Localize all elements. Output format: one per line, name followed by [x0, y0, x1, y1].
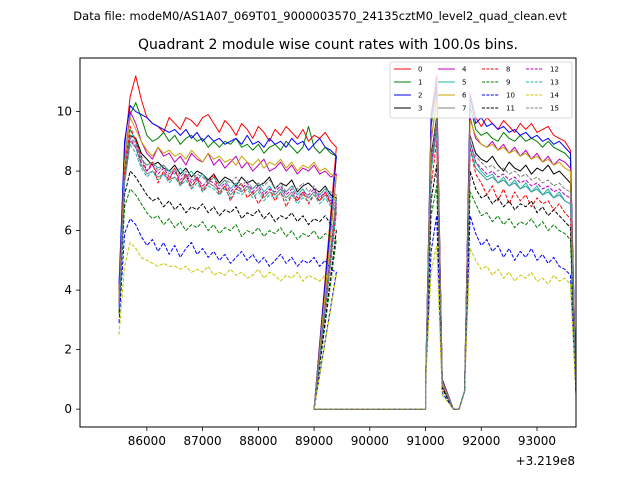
- legend-label-5: 5: [462, 79, 466, 87]
- x-tick-label: 89000: [295, 434, 333, 448]
- legend-label-8: 8: [506, 66, 510, 74]
- legend-label-3: 3: [418, 105, 422, 113]
- x-tick-label: 90000: [351, 434, 389, 448]
- legend-label-7: 7: [462, 105, 466, 113]
- axes-frame: [79, 57, 577, 428]
- legend-label-13: 13: [550, 79, 559, 87]
- series-line-14: [118, 242, 577, 410]
- y-axis: 0 2 4 6 8 10: [57, 105, 80, 416]
- legend-label-14: 14: [550, 92, 559, 100]
- legend-label-12: 12: [550, 66, 559, 74]
- legend-box: [389, 61, 573, 119]
- y-tick-label: 4: [64, 283, 72, 297]
- series-line-15: [118, 119, 577, 410]
- chart-title: Quadrant 2 module wise count rates with …: [138, 37, 518, 53]
- x-tick-label: 88000: [239, 434, 277, 448]
- legend-label-1: 1: [418, 79, 422, 87]
- y-tick-label: 6: [64, 224, 72, 238]
- legend-label-6: 6: [462, 92, 467, 100]
- legend-label-2: 2: [418, 92, 422, 100]
- x-tick-label: 91000: [406, 434, 444, 448]
- y-tick-label: 0: [64, 402, 72, 416]
- legend-label-4: 4: [462, 66, 467, 74]
- x-tick-label: 93000: [518, 434, 556, 448]
- x-tick-label: 92000: [462, 434, 500, 448]
- legend-label-15: 15: [550, 105, 559, 113]
- suptitle: Data file: modeM0/AS1A07_069T01_90000035…: [73, 9, 567, 23]
- legend-label-0: 0: [418, 66, 422, 74]
- y-tick-label: 10: [57, 105, 72, 119]
- x-offset-text: +3.219e8: [516, 454, 575, 468]
- y-tick-label: 8: [64, 164, 72, 178]
- series-line-9: [118, 185, 577, 410]
- x-tick-label: 86000: [128, 434, 166, 448]
- series-layer: [118, 75, 577, 410]
- legend-label-10: 10: [506, 92, 515, 100]
- series-line-11: [118, 164, 577, 410]
- series-line-10: [118, 215, 577, 410]
- x-tick-label: 87000: [184, 434, 222, 448]
- legend-label-9: 9: [506, 79, 510, 87]
- legend-label-11: 11: [506, 105, 515, 113]
- y-tick-label: 2: [64, 343, 72, 357]
- x-axis: 86000 87000 88000 89000 90000 91000 92000 93000: [128, 427, 556, 448]
- plot-area: 86000 87000 88000 89000 90000 91000 92000 93000…: [57, 57, 577, 448]
